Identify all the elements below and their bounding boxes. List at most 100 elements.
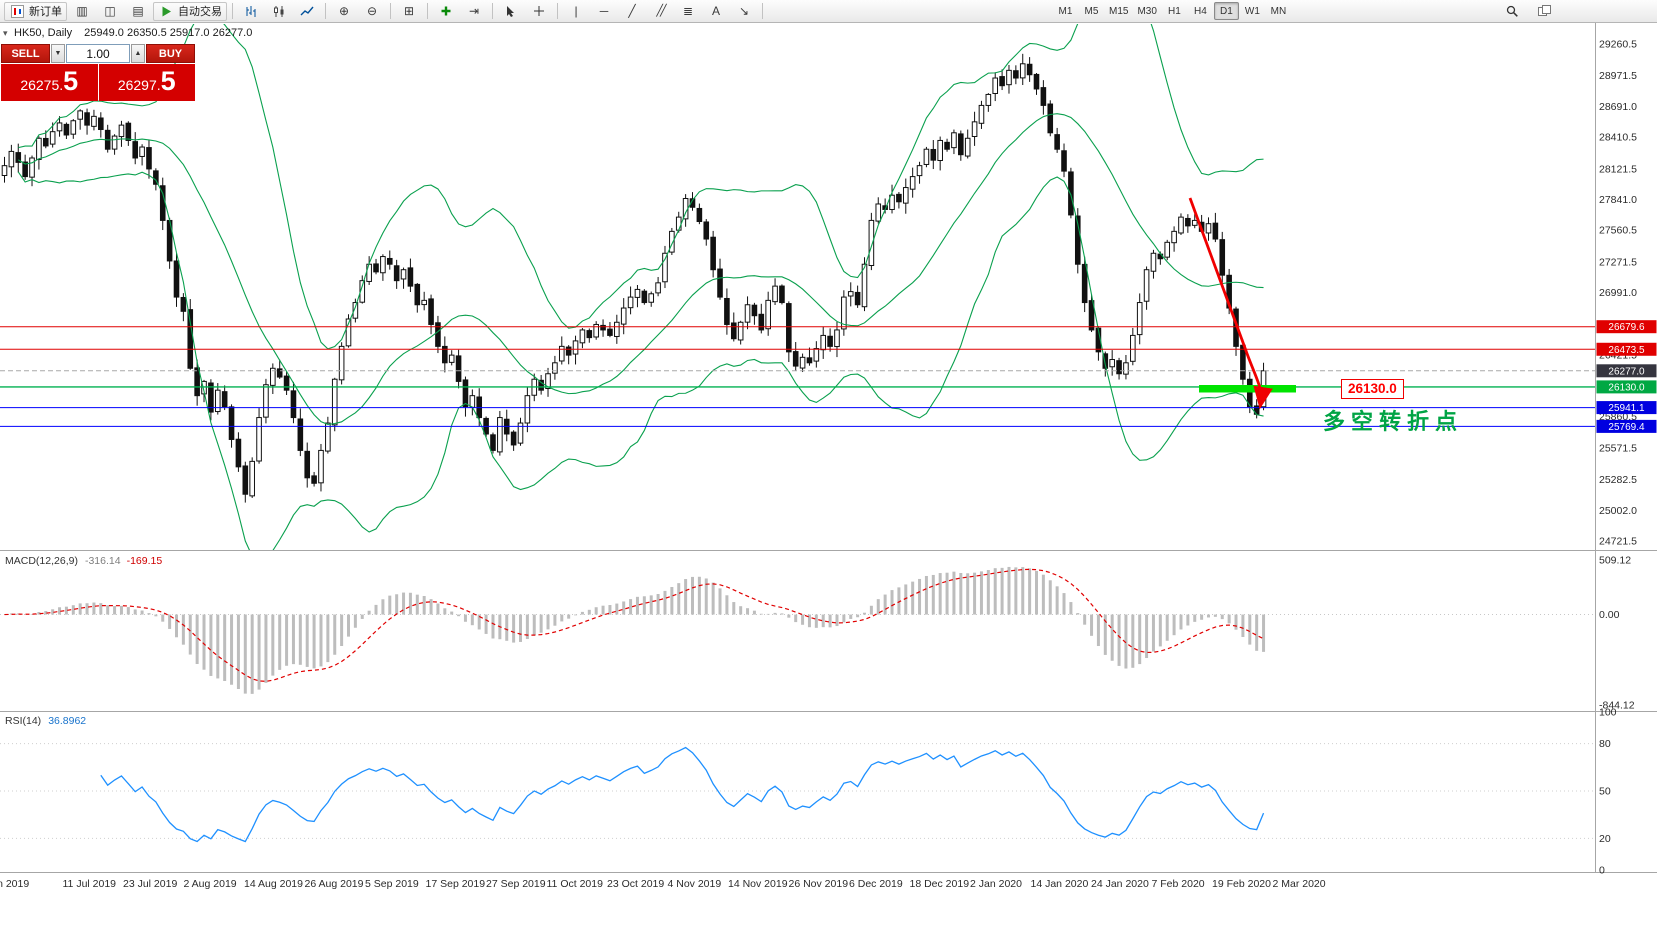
autotrade-label: 自动交易	[178, 6, 222, 18]
indicators-button[interactable]	[433, 2, 459, 21]
svg-text:2 Jan 2020: 2 Jan 2020	[970, 878, 1022, 890]
svg-text:19 Feb 2020: 19 Feb 2020	[1212, 878, 1271, 890]
arrow-marker-button[interactable]: ↘	[731, 2, 757, 21]
svg-text:2 Aug 2019: 2 Aug 2019	[184, 878, 237, 890]
buy-button[interactable]: BUY	[146, 44, 195, 63]
svg-text:0: 0	[1599, 865, 1605, 877]
equidistant-channel-icon: ╱╱	[656, 5, 666, 17]
svg-text:26130.0: 26130.0	[1608, 382, 1645, 393]
market-watch-button[interactable]: ▥	[69, 2, 95, 21]
svg-text:28971.5: 28971.5	[1599, 70, 1637, 82]
svg-text:25002.0: 25002.0	[1599, 505, 1637, 517]
ohlc-values: 25949.0 26350.5 25917.0 26277.0	[84, 27, 253, 39]
fibonacci-icon: ≣	[682, 4, 694, 18]
crosshair-button[interactable]	[526, 2, 552, 21]
svg-text:28410.5: 28410.5	[1599, 132, 1637, 144]
support-highlight-bar[interactable]	[1199, 385, 1296, 393]
sell-price[interactable]: 26275. 5	[1, 64, 98, 101]
chart-profile-button[interactable]	[1531, 2, 1557, 21]
chart-title: HK50, Daily 25949.0 26350.5 25917.0 2627…	[14, 27, 252, 39]
one-click-trading-panel: SELL ▼ ▲ BUY 26275.5 26297.5	[1, 44, 195, 101]
vertical-line-button[interactable]: |	[563, 2, 589, 21]
toolbar-separator	[232, 3, 233, 19]
search-button[interactable]	[1499, 2, 1525, 21]
autotrade-icon	[158, 3, 174, 19]
svg-text:80: 80	[1599, 738, 1611, 750]
data-window-button[interactable]: ◫	[97, 2, 123, 21]
toolbar-separator	[557, 3, 558, 19]
svg-text:27271.5: 27271.5	[1599, 256, 1637, 268]
candlestick-chart-icon	[271, 3, 287, 19]
svg-text:17 Sep 2019: 17 Sep 2019	[426, 878, 486, 890]
svg-text:50: 50	[1599, 786, 1611, 798]
svg-text:6 Dec 2019: 6 Dec 2019	[849, 878, 903, 890]
timeframe-w1-button[interactable]: W1	[1244, 5, 1260, 17]
trendline-button[interactable]: ╱	[619, 2, 645, 21]
svg-text:5 Sep 2019: 5 Sep 2019	[365, 878, 419, 890]
timeframe-m15-button[interactable]: M15	[1109, 5, 1129, 17]
svg-text:25769.4: 25769.4	[1608, 422, 1645, 433]
market-watch-icon: ▥	[76, 4, 88, 18]
svg-text:2 Mar 2020: 2 Mar 2020	[1273, 878, 1326, 890]
svg-text:23 Oct 2019: 23 Oct 2019	[607, 878, 664, 890]
volume-input[interactable]	[66, 44, 130, 63]
search-icon	[1504, 3, 1520, 19]
zoom-out-button[interactable]: ⊖	[359, 2, 385, 21]
svg-text:26 Aug 2019: 26 Aug 2019	[305, 878, 364, 890]
timeframe-m5-button[interactable]: M5	[1084, 5, 1099, 17]
navigator-button[interactable]: ▤	[125, 2, 151, 21]
timeframe-m30-button[interactable]: M30	[1137, 5, 1157, 17]
timeframe-m1-button[interactable]: M1	[1058, 5, 1073, 17]
sell-button[interactable]: SELL	[1, 44, 50, 63]
zoom-in-button[interactable]: ⊕	[331, 2, 357, 21]
toolbar-right-group	[1499, 2, 1557, 21]
svg-text:26679.6: 26679.6	[1608, 322, 1645, 333]
timeframe-mn-button[interactable]: MN	[1270, 5, 1287, 17]
equidistant-channel-button[interactable]: ╱╱	[647, 2, 673, 21]
fibonacci-button[interactable]: ≣	[675, 2, 701, 21]
svg-text:11 Oct 2019: 11 Oct 2019	[547, 878, 604, 890]
price-axis: 29260.5 28971.5 28691.0 28410.5 28121.5 27841…	[1599, 39, 1637, 548]
volume-increase-icon[interactable]: ▲	[131, 44, 145, 63]
horizontal-line-icon: ─	[599, 4, 609, 18]
chart-shift-button[interactable]: ⇥	[461, 2, 487, 21]
svg-text:Jun 2019: Jun 2019	[0, 878, 29, 890]
horizontal-level-lines[interactable]	[0, 326, 1595, 427]
indicators-icon	[438, 3, 454, 19]
toolbar-separator	[325, 3, 326, 19]
bar-chart-button[interactable]	[238, 2, 264, 21]
line-chart-button[interactable]	[294, 2, 320, 21]
symbol-period-label: HK50, Daily	[14, 27, 73, 39]
timeframe-d1-button[interactable]: D1	[1213, 2, 1239, 20]
svg-text:25941.1: 25941.1	[1608, 403, 1645, 414]
toolbar-separator	[492, 3, 493, 19]
candlestick-chart-button[interactable]	[266, 2, 292, 21]
crosshair-icon	[531, 3, 547, 19]
svg-text:14 Jan 2020: 14 Jan 2020	[1031, 878, 1089, 890]
line-chart-icon	[299, 3, 315, 19]
cursor-button[interactable]	[498, 2, 524, 21]
horizontal-line-button[interactable]: ─	[591, 2, 617, 21]
svg-text:-844.12: -844.12	[1599, 700, 1635, 712]
turning-point-annotation[interactable]: 多空转折点	[1323, 409, 1464, 434]
timeframe-h1-button[interactable]: H1	[1168, 5, 1181, 17]
zoom-in-icon: ⊕	[338, 4, 350, 18]
rsi-indicator-label: RSI(14) 36.8962	[5, 715, 87, 727]
text-label-button[interactable]: A	[703, 2, 729, 21]
svg-text:7 Feb 2020: 7 Feb 2020	[1152, 878, 1205, 890]
buy-price[interactable]: 26297. 5	[98, 64, 195, 101]
down-trend-arrow[interactable]	[1188, 197, 1273, 410]
data-window-icon: ◫	[104, 4, 116, 18]
tile-windows-button[interactable]: ⊞	[396, 2, 422, 21]
svg-text:11 Jul 2019: 11 Jul 2019	[63, 878, 117, 890]
autotrade-button[interactable]: 自动交易	[153, 1, 227, 21]
volume-decrease-icon[interactable]: ▼	[51, 44, 65, 63]
svg-text:26991.0: 26991.0	[1599, 287, 1637, 299]
price-level-annotation[interactable]: 26130.0	[1341, 379, 1404, 399]
one-click-panel-toggle-icon[interactable]: ▾	[3, 28, 8, 38]
new-order-button[interactable]: 新订单	[4, 1, 67, 21]
chart-shift-icon: ⇥	[468, 4, 480, 18]
timeframe-h4-button[interactable]: H4	[1194, 5, 1207, 17]
